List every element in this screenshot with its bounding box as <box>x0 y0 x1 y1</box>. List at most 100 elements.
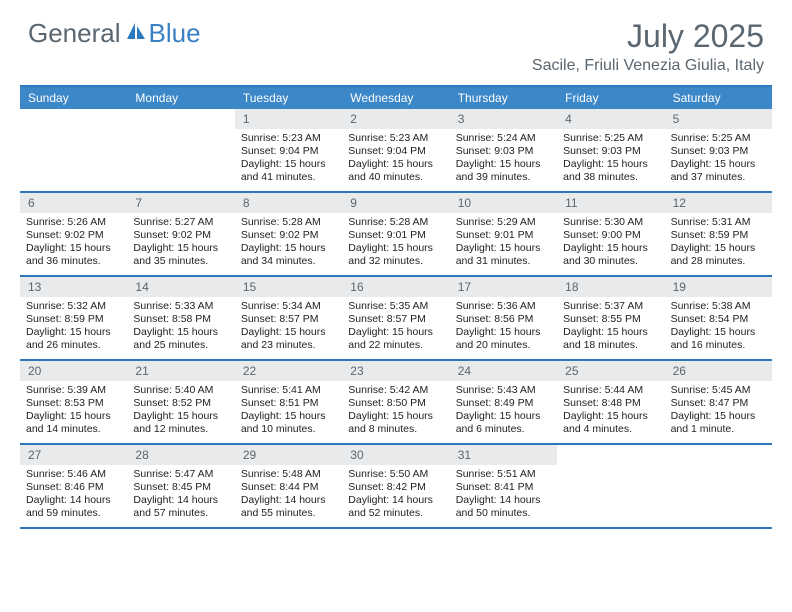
sunset-text: Sunset: 8:53 PM <box>26 397 121 410</box>
sunset-text: Sunset: 9:02 PM <box>133 229 228 242</box>
day-number: 22 <box>235 361 342 381</box>
day-number: 12 <box>665 193 772 213</box>
day-number: 28 <box>127 445 234 465</box>
sunset-text: Sunset: 8:45 PM <box>133 481 228 494</box>
sunrise-text: Sunrise: 5:31 AM <box>671 216 766 229</box>
sunrise-text: Sunrise: 5:24 AM <box>456 132 551 145</box>
daylight-text: Daylight: 15 hours and 34 minutes. <box>241 242 336 268</box>
calendar: SundayMondayTuesdayWednesdayThursdayFrid… <box>20 85 772 529</box>
sunset-text: Sunset: 9:01 PM <box>348 229 443 242</box>
daylight-text: Daylight: 15 hours and 12 minutes. <box>133 410 228 436</box>
day-body: Sunrise: 5:24 AMSunset: 9:03 PMDaylight:… <box>450 129 557 190</box>
sunset-text: Sunset: 8:41 PM <box>456 481 551 494</box>
sunset-text: Sunset: 8:54 PM <box>671 313 766 326</box>
daylight-text: Daylight: 15 hours and 40 minutes. <box>348 158 443 184</box>
daylight-text: Daylight: 15 hours and 8 minutes. <box>348 410 443 436</box>
sunrise-text: Sunrise: 5:33 AM <box>133 300 228 313</box>
sunset-text: Sunset: 8:44 PM <box>241 481 336 494</box>
logo: General Blue <box>28 18 201 49</box>
sunrise-text: Sunrise: 5:34 AM <box>241 300 336 313</box>
day-body: Sunrise: 5:33 AMSunset: 8:58 PMDaylight:… <box>127 297 234 358</box>
day-cell <box>127 109 234 191</box>
day-number: 9 <box>342 193 449 213</box>
sunset-text: Sunset: 8:55 PM <box>563 313 658 326</box>
daylight-text: Daylight: 15 hours and 14 minutes. <box>26 410 121 436</box>
sunset-text: Sunset: 8:47 PM <box>671 397 766 410</box>
sunrise-text: Sunrise: 5:46 AM <box>26 468 121 481</box>
sunset-text: Sunset: 8:52 PM <box>133 397 228 410</box>
logo-text-general: General <box>28 18 121 49</box>
day-cell <box>20 109 127 191</box>
day-body <box>557 451 664 459</box>
daylight-text: Daylight: 14 hours and 57 minutes. <box>133 494 228 520</box>
day-body <box>665 451 772 459</box>
day-cell: 22Sunrise: 5:41 AMSunset: 8:51 PMDayligh… <box>235 361 342 443</box>
day-body: Sunrise: 5:28 AMSunset: 9:02 PMDaylight:… <box>235 213 342 274</box>
sunrise-text: Sunrise: 5:48 AM <box>241 468 336 481</box>
weekday-header-row: SundayMondayTuesdayWednesdayThursdayFrid… <box>20 87 772 109</box>
day-cell: 20Sunrise: 5:39 AMSunset: 8:53 PMDayligh… <box>20 361 127 443</box>
day-body: Sunrise: 5:32 AMSunset: 8:59 PMDaylight:… <box>20 297 127 358</box>
day-body: Sunrise: 5:25 AMSunset: 9:03 PMDaylight:… <box>557 129 664 190</box>
day-cell: 31Sunrise: 5:51 AMSunset: 8:41 PMDayligh… <box>450 445 557 527</box>
sunrise-text: Sunrise: 5:44 AM <box>563 384 658 397</box>
daylight-text: Daylight: 15 hours and 38 minutes. <box>563 158 658 184</box>
logo-text-blue: Blue <box>149 18 201 49</box>
sunrise-text: Sunrise: 5:28 AM <box>348 216 443 229</box>
day-cell: 8Sunrise: 5:28 AMSunset: 9:02 PMDaylight… <box>235 193 342 275</box>
day-cell: 11Sunrise: 5:30 AMSunset: 9:00 PMDayligh… <box>557 193 664 275</box>
day-body: Sunrise: 5:45 AMSunset: 8:47 PMDaylight:… <box>665 381 772 442</box>
daylight-text: Daylight: 15 hours and 18 minutes. <box>563 326 658 352</box>
day-number: 10 <box>450 193 557 213</box>
daylight-text: Daylight: 15 hours and 6 minutes. <box>456 410 551 436</box>
day-body: Sunrise: 5:29 AMSunset: 9:01 PMDaylight:… <box>450 213 557 274</box>
daylight-text: Daylight: 14 hours and 52 minutes. <box>348 494 443 520</box>
sunset-text: Sunset: 9:04 PM <box>241 145 336 158</box>
sunrise-text: Sunrise: 5:42 AM <box>348 384 443 397</box>
day-number: 29 <box>235 445 342 465</box>
day-body: Sunrise: 5:26 AMSunset: 9:02 PMDaylight:… <box>20 213 127 274</box>
day-cell: 15Sunrise: 5:34 AMSunset: 8:57 PMDayligh… <box>235 277 342 359</box>
header: General Blue July 2025 Sacile, Friuli Ve… <box>0 0 792 81</box>
sunset-text: Sunset: 8:51 PM <box>241 397 336 410</box>
sunset-text: Sunset: 9:03 PM <box>671 145 766 158</box>
day-cell: 12Sunrise: 5:31 AMSunset: 8:59 PMDayligh… <box>665 193 772 275</box>
day-cell: 2Sunrise: 5:23 AMSunset: 9:04 PMDaylight… <box>342 109 449 191</box>
daylight-text: Daylight: 15 hours and 36 minutes. <box>26 242 121 268</box>
sunrise-text: Sunrise: 5:51 AM <box>456 468 551 481</box>
day-body: Sunrise: 5:43 AMSunset: 8:49 PMDaylight:… <box>450 381 557 442</box>
day-body: Sunrise: 5:23 AMSunset: 9:04 PMDaylight:… <box>342 129 449 190</box>
sunset-text: Sunset: 9:01 PM <box>456 229 551 242</box>
sunset-text: Sunset: 9:02 PM <box>241 229 336 242</box>
day-number: 11 <box>557 193 664 213</box>
day-body: Sunrise: 5:46 AMSunset: 8:46 PMDaylight:… <box>20 465 127 526</box>
daylight-text: Daylight: 15 hours and 4 minutes. <box>563 410 658 436</box>
sunset-text: Sunset: 8:46 PM <box>26 481 121 494</box>
day-number: 2 <box>342 109 449 129</box>
sunset-text: Sunset: 8:50 PM <box>348 397 443 410</box>
daylight-text: Daylight: 15 hours and 32 minutes. <box>348 242 443 268</box>
sunset-text: Sunset: 8:48 PM <box>563 397 658 410</box>
day-body: Sunrise: 5:39 AMSunset: 8:53 PMDaylight:… <box>20 381 127 442</box>
day-cell: 7Sunrise: 5:27 AMSunset: 9:02 PMDaylight… <box>127 193 234 275</box>
day-cell: 28Sunrise: 5:47 AMSunset: 8:45 PMDayligh… <box>127 445 234 527</box>
daylight-text: Daylight: 15 hours and 37 minutes. <box>671 158 766 184</box>
day-cell: 9 Sunrise: 5:28 AMSunset: 9:01 PMDaylight… <box>342 193 449 275</box>
day-number: 7 <box>127 193 234 213</box>
day-cell: 1Sunrise: 5:23 AMSunset: 9:04 PMDaylight… <box>235 109 342 191</box>
sunrise-text: Sunrise: 5:45 AM <box>671 384 766 397</box>
day-number: 23 <box>342 361 449 381</box>
day-body: Sunrise: 5:44 AMSunset: 8:48 PMDaylight:… <box>557 381 664 442</box>
day-body: Sunrise: 5:51 AMSunset: 8:41 PMDaylight:… <box>450 465 557 526</box>
week-row: 20Sunrise: 5:39 AMSunset: 8:53 PMDayligh… <box>20 361 772 445</box>
sunrise-text: Sunrise: 5:25 AM <box>671 132 766 145</box>
day-number: 19 <box>665 277 772 297</box>
sunrise-text: Sunrise: 5:32 AM <box>26 300 121 313</box>
week-row: 1Sunrise: 5:23 AMSunset: 9:04 PMDaylight… <box>20 109 772 193</box>
sunrise-text: Sunrise: 5:43 AM <box>456 384 551 397</box>
weekday-header: Tuesday <box>235 87 342 109</box>
sunrise-text: Sunrise: 5:50 AM <box>348 468 443 481</box>
day-body: Sunrise: 5:47 AMSunset: 8:45 PMDaylight:… <box>127 465 234 526</box>
sunset-text: Sunset: 8:56 PM <box>456 313 551 326</box>
daylight-text: Daylight: 15 hours and 28 minutes. <box>671 242 766 268</box>
